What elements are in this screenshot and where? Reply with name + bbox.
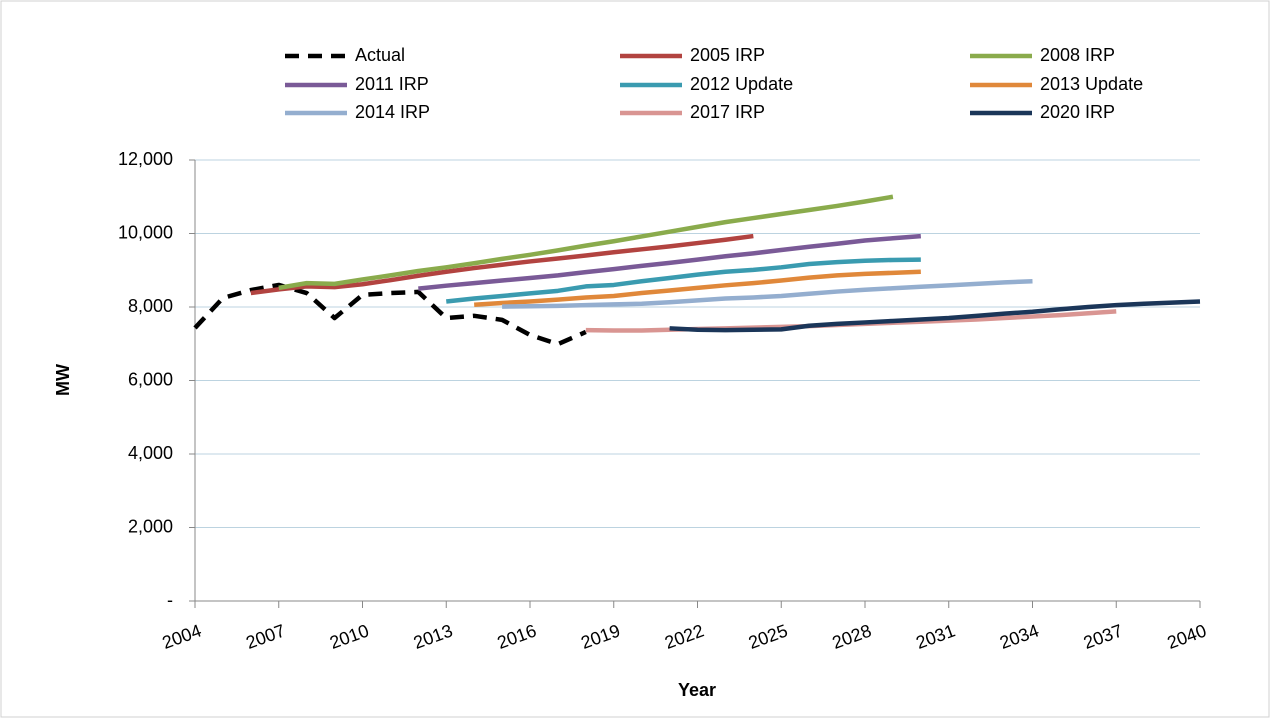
legend-label: 2011 IRP xyxy=(355,74,429,94)
legend-label: 2012 Update xyxy=(690,74,793,94)
legend-label: 2005 IRP xyxy=(690,45,765,65)
legend-label: 2013 Update xyxy=(1040,74,1143,94)
legend-label: Actual xyxy=(355,45,405,65)
y-tick-label: 4,000 xyxy=(128,443,173,463)
series-line xyxy=(669,299,1201,333)
series-line xyxy=(193,282,587,347)
legend-label: 2017 IRP xyxy=(690,102,765,122)
legend-label: 2020 IRP xyxy=(1040,102,1115,122)
legend-label: 2014 IRP xyxy=(355,102,430,122)
y-tick-label: 2,000 xyxy=(128,516,173,536)
y-tick-label: 8,000 xyxy=(128,296,173,316)
y-tick-label: 12,000 xyxy=(118,149,173,169)
series-line xyxy=(474,269,921,308)
y-tick-label: - xyxy=(167,590,173,610)
series-line xyxy=(278,194,894,291)
y-tick-label: 10,000 xyxy=(118,222,173,242)
series-line xyxy=(418,233,922,291)
series-line xyxy=(446,257,921,304)
series-line xyxy=(250,233,754,296)
x-axis-title: Year xyxy=(678,680,716,700)
y-tick-label: 6,000 xyxy=(128,369,173,389)
y-axis-title: MW xyxy=(53,364,73,396)
legend-label: 2008 IRP xyxy=(1040,45,1115,65)
series-line xyxy=(502,279,1033,309)
